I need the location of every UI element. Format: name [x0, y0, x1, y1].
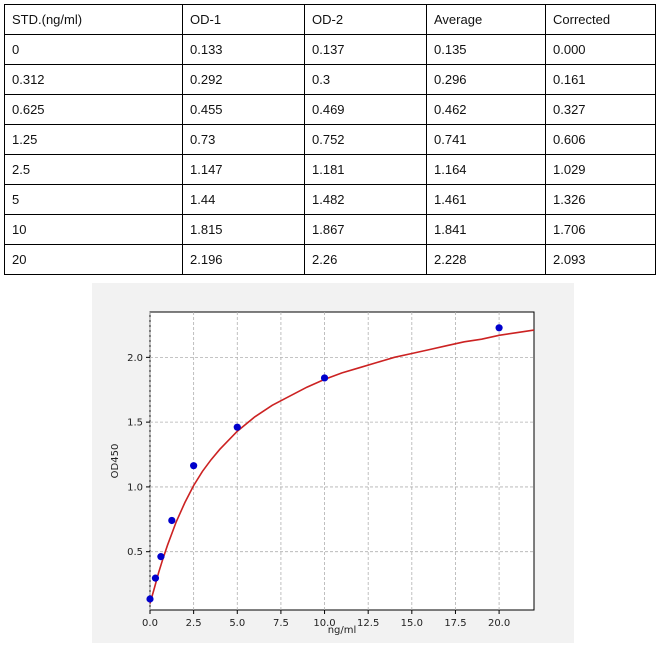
x-tick-label: 2.5 — [186, 618, 202, 629]
cell-average: 1.841 — [426, 214, 546, 245]
chart-svg: 0.0 2.5 5.0 7.5 10.0 12.5 15.0 17.5 20.0 0.5 1.0 1… — [110, 311, 535, 636]
x-tick-label: 5.0 — [229, 618, 245, 629]
y-tick-label: 0.5 — [127, 547, 143, 558]
x-tick-label: 7.5 — [273, 618, 289, 629]
x-tick-label: 12.5 — [357, 618, 379, 629]
data-point — [190, 462, 198, 470]
y-tick-label: 1.0 — [127, 482, 143, 493]
cell-average: 0.296 — [426, 64, 546, 95]
cell-std: 1.25 — [4, 124, 183, 155]
x-tick-label: 15.0 — [401, 618, 423, 629]
x-tick-label: 20.0 — [488, 618, 510, 629]
cell-std: 5 — [4, 184, 183, 215]
data-points — [146, 324, 503, 603]
table-row: 1.25 0.73 0.752 0.741 0.606 — [4, 124, 656, 155]
cell-corrected: 0.000 — [545, 34, 656, 65]
gridlines — [149, 312, 534, 610]
cell-std: 20 — [4, 244, 183, 275]
header-od1: OD-1 — [182, 4, 305, 35]
x-tick-label: 17.5 — [444, 618, 466, 629]
cell-std: 2.5 — [4, 154, 183, 185]
cell-corrected: 1.326 — [545, 184, 656, 215]
cell-od2: 0.3 — [304, 64, 427, 95]
standard-curve-chart: 0.0 2.5 5.0 7.5 10.0 12.5 15.0 17.5 20.0 0.5 1.0 1… — [92, 283, 574, 643]
y-axis-ticks: 0.5 1.0 1.5 2.0 — [127, 353, 150, 558]
table-row: 2.5 1.147 1.181 1.164 1.029 — [4, 154, 656, 185]
data-point — [151, 574, 160, 582]
cell-std: 0 — [4, 34, 183, 65]
cell-od2: 0.137 — [304, 34, 427, 65]
cell-corrected: 0.327 — [545, 94, 656, 125]
cell-corrected: 1.706 — [545, 214, 656, 245]
cell-average: 1.164 — [426, 154, 546, 185]
cell-corrected: 2.093 — [545, 244, 656, 275]
table-row: 10 1.815 1.867 1.841 1.706 — [4, 214, 656, 245]
data-point — [233, 423, 241, 431]
cell-corrected: 1.029 — [545, 154, 656, 185]
cell-od2: 1.867 — [304, 214, 427, 245]
cell-average: 0.135 — [426, 34, 546, 65]
table-header-row: STD.(ng/ml) OD-1 OD-2 Average Corrected — [4, 4, 656, 35]
x-axis-label: ng/ml — [328, 625, 357, 636]
table-row: 0.312 0.292 0.3 0.296 0.161 — [4, 64, 656, 95]
cell-od2: 0.752 — [304, 124, 427, 155]
cell-average: 0.462 — [426, 94, 546, 125]
header-average: Average — [426, 4, 546, 35]
cell-od2: 0.469 — [304, 94, 427, 125]
table-row: 5 1.44 1.482 1.461 1.326 — [4, 184, 656, 215]
table-row: 0.625 0.455 0.469 0.462 0.327 — [4, 94, 656, 125]
y-axis-label: OD450 — [110, 444, 121, 479]
cell-std: 0.312 — [4, 64, 183, 95]
cell-od1: 0.292 — [182, 64, 305, 95]
cell-od1: 0.73 — [182, 124, 305, 155]
cell-od1: 1.44 — [182, 184, 305, 215]
data-point — [495, 324, 503, 332]
cell-od2: 2.26 — [304, 244, 427, 275]
standard-table: STD.(ng/ml) OD-1 OD-2 Average Corrected … — [4, 4, 656, 275]
fit-curve — [149, 329, 535, 604]
data-point — [146, 595, 154, 603]
cell-std: 10 — [4, 214, 183, 245]
cell-average: 1.461 — [426, 184, 546, 215]
cell-od2: 1.181 — [304, 154, 427, 185]
cell-od1: 0.455 — [182, 94, 305, 125]
header-od2: OD-2 — [304, 4, 427, 35]
y-tick-label: 1.5 — [127, 418, 143, 429]
header-std: STD.(ng/ml) — [4, 4, 183, 35]
x-axis-ticks: 0.0 2.5 5.0 7.5 10.0 12.5 15.0 17.5 20.0 — [142, 610, 510, 629]
cell-od1: 1.815 — [182, 214, 305, 245]
cell-od1: 1.147 — [182, 154, 305, 185]
cell-od1: 2.196 — [182, 244, 305, 275]
plot-area — [149, 311, 535, 611]
table-row: 20 2.196 2.26 2.228 2.093 — [4, 244, 656, 275]
cell-od2: 1.482 — [304, 184, 427, 215]
data-point — [168, 516, 176, 525]
table-row: 0 0.133 0.137 0.135 0.000 — [4, 34, 656, 65]
data-point — [320, 374, 329, 382]
cell-corrected: 0.161 — [545, 64, 656, 95]
cell-average: 0.741 — [426, 124, 546, 155]
data-point — [157, 553, 165, 561]
cell-average: 2.228 — [426, 244, 546, 275]
y-tick-label: 2.0 — [127, 353, 143, 364]
cell-corrected: 0.606 — [545, 124, 656, 155]
x-tick-label: 0.0 — [142, 618, 158, 629]
cell-std: 0.625 — [4, 94, 183, 125]
header-corrected: Corrected — [545, 4, 656, 35]
x-tick-label: 10.0 — [313, 618, 335, 629]
cell-od1: 0.133 — [182, 34, 305, 65]
